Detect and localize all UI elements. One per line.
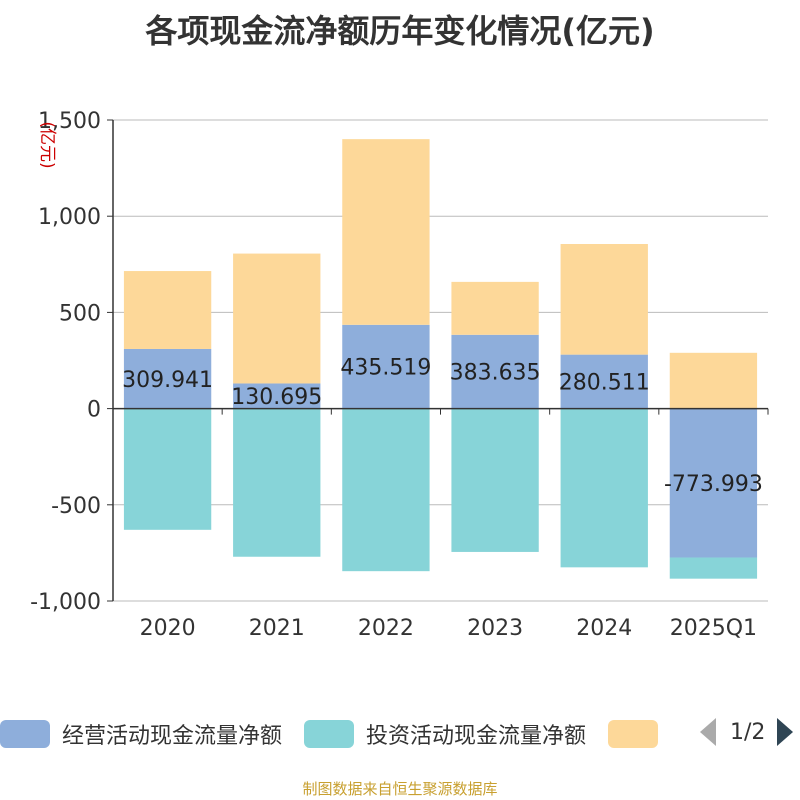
bar-investing xyxy=(451,408,539,552)
legend: 经营活动现金流量净额 投资活动现金流量净额 xyxy=(0,716,692,752)
legend-label-operating: 经营活动现金流量净额 xyxy=(62,724,283,749)
bar-financing xyxy=(342,139,430,325)
x-tick-label: 2020 xyxy=(140,616,196,641)
data-source-note: 制图数据来自恒生聚源数据库 xyxy=(302,780,498,798)
bar-operating xyxy=(123,348,212,409)
bar-operating xyxy=(342,324,430,409)
x-tick-label: 2022 xyxy=(358,616,414,641)
bar-investing xyxy=(342,408,430,572)
legend-prev-icon[interactable] xyxy=(700,718,716,746)
legend-swatch-financing xyxy=(608,720,659,748)
legend-label-investing: 投资活动现金流量净额 xyxy=(366,724,587,749)
bar-financing xyxy=(669,352,758,409)
data-label-operating: 309.941 xyxy=(122,368,213,393)
y-tick-label: 1,500 xyxy=(38,109,101,134)
x-tick-label: 2025Q1 xyxy=(670,616,757,641)
bar-financing xyxy=(451,281,539,335)
bar-operating xyxy=(233,383,321,409)
x-tick-label: 2024 xyxy=(576,616,632,641)
y-tick-label: 0 xyxy=(87,398,101,423)
bar-investing xyxy=(123,408,212,530)
bar-investing xyxy=(233,408,321,557)
legend-swatch-investing xyxy=(304,720,355,748)
chart-title: 各项现金流净额历年变化情况(亿元) xyxy=(145,12,655,50)
bar-operating xyxy=(451,334,539,409)
bar-investing xyxy=(669,557,758,579)
legend-page-indicator: 1/2 xyxy=(730,719,766,745)
legend-item-financing[interactable] xyxy=(608,720,670,748)
x-tick-label: 2023 xyxy=(467,616,523,641)
legend-next-icon[interactable] xyxy=(777,718,794,746)
legend-pager: 1/2 xyxy=(700,718,794,746)
legend-swatch-operating xyxy=(0,720,50,748)
data-label-operating: 130.695 xyxy=(231,385,322,410)
bar-operating xyxy=(669,408,758,558)
legend-item-investing[interactable]: 投资活动现金流量净额 xyxy=(304,718,586,750)
bar-financing xyxy=(233,253,321,384)
bar-investing xyxy=(560,408,648,568)
y-tick-label: 500 xyxy=(59,301,101,326)
y-axis-label: (亿元) xyxy=(37,121,57,168)
y-tick-label: 1,000 xyxy=(38,205,101,230)
data-label-operating: 383.635 xyxy=(450,361,541,386)
y-tick-label: -1,000 xyxy=(30,590,101,615)
bar-financing xyxy=(123,271,212,349)
bar-financing xyxy=(560,243,648,355)
legend-item-operating[interactable]: 经营活动现金流量净额 xyxy=(0,718,282,750)
x-tick-label: 2021 xyxy=(249,616,305,641)
bar-operating xyxy=(560,354,648,409)
data-label-operating: 280.511 xyxy=(559,371,650,396)
data-label-operating: -773.993 xyxy=(664,472,763,497)
data-label-operating: 435.519 xyxy=(340,356,431,381)
y-tick-label: -500 xyxy=(51,494,101,519)
